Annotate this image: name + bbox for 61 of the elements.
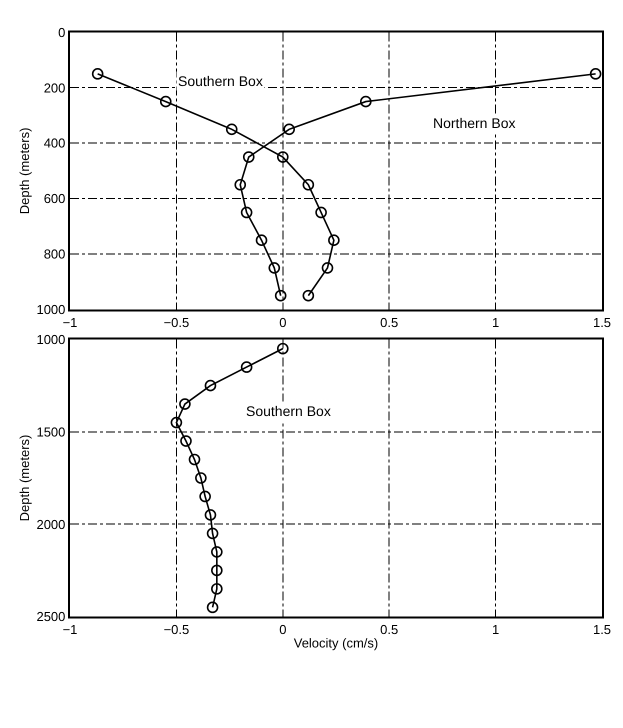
annotation: Southern Box <box>246 403 331 419</box>
y-tick-label: 200 <box>44 80 66 96</box>
point <box>322 262 334 274</box>
point <box>360 96 372 108</box>
y-tick-label: 600 <box>44 191 66 206</box>
point <box>302 178 314 191</box>
point <box>211 546 223 558</box>
point <box>199 490 211 502</box>
y-tick-label: 2500 <box>36 609 66 624</box>
point <box>302 290 314 302</box>
x-tick-label: −0.5 <box>164 315 190 330</box>
point <box>256 234 268 246</box>
point <box>590 68 602 80</box>
point <box>268 262 280 274</box>
x-tick-label: −1 <box>62 315 78 330</box>
point <box>274 290 286 302</box>
x-tick-label: −1 <box>62 622 78 638</box>
x-tick-label: −0.5 <box>164 622 190 638</box>
point <box>277 151 289 163</box>
point <box>179 398 191 410</box>
point <box>315 206 327 218</box>
point <box>160 96 172 108</box>
y-tick-label: 1500 <box>36 424 66 440</box>
point <box>204 380 216 392</box>
y-axis-title: Depth (meters) <box>16 128 32 214</box>
point <box>188 454 200 466</box>
x-tick-label: 1 <box>492 315 500 330</box>
y-tick-label: 400 <box>44 136 66 151</box>
point <box>283 124 295 136</box>
point <box>92 68 104 80</box>
x-tick-label: 1.5 <box>592 622 612 638</box>
y-tick-label: 1000 <box>36 302 66 318</box>
point <box>240 206 252 218</box>
point <box>328 234 340 246</box>
y-tick-label: 1000 <box>36 332 66 347</box>
x-tick-label: 0 <box>279 315 286 330</box>
point <box>211 564 223 576</box>
point <box>180 435 192 447</box>
x-tick-label: 1.5 <box>592 315 612 330</box>
annotation: Southern Box <box>178 73 263 89</box>
y-tick-label: 2000 <box>36 516 66 532</box>
x-tick-label: 0.5 <box>380 622 398 638</box>
point <box>195 472 207 484</box>
x-tick-label: 0 <box>279 622 286 638</box>
point <box>240 361 252 373</box>
y-tick-label: 0 <box>58 24 66 40</box>
point <box>204 509 216 521</box>
point <box>277 342 289 354</box>
x-axis-title: Velocity (cm/s) <box>294 635 378 650</box>
point <box>211 583 223 595</box>
annotation: Northern Box <box>433 115 516 131</box>
point <box>226 124 238 136</box>
point <box>234 178 246 191</box>
point <box>206 528 218 540</box>
x-tick-label: 0.5 <box>380 315 398 330</box>
x-tick-label: 1 <box>492 622 500 638</box>
y-tick-label: 800 <box>44 246 66 262</box>
point <box>206 602 218 614</box>
point <box>242 151 255 163</box>
y-axis-title: Depth (meters) <box>16 434 32 522</box>
point <box>170 416 182 428</box>
